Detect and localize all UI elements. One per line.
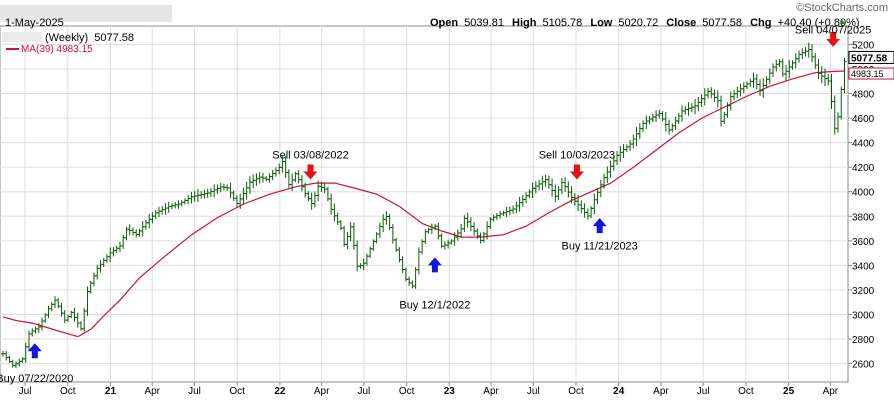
svg-text:Open 5039.81 High: Open 5039.81 High 5105.78 Low 5020.72 Cl… (430, 17, 860, 29)
header-values: Open 5039.81 High 5105.78 Low 5020.72 Cl… (430, 17, 860, 29)
x-tick-label: Apr (144, 386, 160, 397)
y-tick-label: 2800 (852, 335, 875, 346)
y-tick-label: 4800 (852, 90, 875, 101)
legend-symbol-placeholder (2, 32, 42, 42)
title-placeholder-bar (0, 5, 172, 22)
x-tick-label: 21 (105, 386, 117, 397)
y-tick-label: 3600 (852, 237, 875, 248)
buy-arrow-icon (592, 218, 607, 234)
sell-signal-label: Sell 10/03/2023 (539, 150, 615, 162)
high-value: 5105.78 (543, 17, 583, 29)
close-label: Close (666, 17, 696, 29)
last-price-label: 5077.58 (851, 53, 888, 64)
x-tick-label: Apr (653, 386, 669, 397)
svg-text:(Weekly) 5077.58: (Weekly) 5077.58 (45, 32, 134, 44)
x-tick-label: Jul (527, 386, 540, 397)
x-tick-label: Jul (697, 386, 710, 397)
buy-arrow-icon (27, 343, 42, 359)
grid (0, 26, 848, 382)
moving-average-layer (3, 70, 845, 338)
sell-signal-label: Sell 03/08/2022 (272, 150, 348, 162)
sell-arrow-icon (569, 164, 584, 180)
y-tick-label: 3400 (852, 261, 875, 272)
x-tick-label: Jul (188, 386, 201, 397)
x-tick-label: Jul (357, 386, 370, 397)
legend-period: (Weekly) (45, 32, 88, 44)
x-tick-label: Apr (823, 386, 839, 397)
y-tick-label: 3000 (852, 310, 875, 321)
low-value: 5020.72 (618, 17, 658, 29)
high-label: High (512, 17, 537, 29)
y-tick-label: 5200 (852, 40, 875, 51)
watermark: ©StockCharts.com (796, 2, 888, 14)
header-date: 1-May-2025 (5, 17, 64, 29)
last-ma-box (848, 67, 894, 80)
buy-arrow-icon (427, 257, 442, 273)
up-triangle-icon (840, 20, 845, 24)
legend-last: 5077.58 (94, 32, 134, 44)
x-tick-label: Oct (738, 386, 754, 397)
close-value: 5077.58 (702, 17, 742, 29)
ma-legend-label: MA(39) 4983.15 (21, 44, 93, 55)
price-bar (842, 57, 847, 94)
sell-arrow-icon (303, 164, 318, 180)
y-tick-label: 4000 (852, 188, 875, 199)
chg-value: +40.40 (+0.80%) (778, 17, 860, 29)
y-tick-label: 2600 (852, 360, 875, 371)
plot-area (0, 25, 849, 383)
x-tick-label: Apr (314, 386, 330, 397)
buy-signal-label: Buy 12/1/2022 (399, 299, 470, 311)
low-label: Low (590, 17, 612, 29)
y-tick-label: 4400 (852, 139, 875, 150)
x-tick-label: 23 (444, 386, 456, 397)
y-axis: 2600 2800 3000 3200 3400 3600 3800 4000 4200 4400… (848, 40, 894, 371)
y-tick-label: 4200 (852, 163, 875, 174)
price-bars-layer (1, 42, 847, 369)
sell-arrow-icon (826, 31, 841, 47)
y-tick-label: 3800 (852, 212, 875, 223)
signals-layer: Buy 07/22/2020 Sell 03/08/2022 Buy 12/1/20… (0, 24, 871, 385)
y-tick-label: 3200 (852, 286, 875, 297)
sell-signal-label: Sell 04/07/2025 (795, 24, 871, 36)
last-ma-label: 4983.15 (851, 69, 884, 79)
x-tick-label: Jul (19, 386, 32, 397)
open-value: 5039.81 (464, 17, 504, 29)
open-label: Open (430, 17, 458, 29)
legend: (Weekly) 5077.58 MA(39) 4983.15 (2, 32, 134, 55)
y-tick-label: 4600 (852, 114, 875, 125)
x-tick-label: 25 (783, 386, 795, 397)
x-tick-label: 24 (613, 386, 625, 397)
plot-frame (0, 25, 849, 383)
buy-signal-label: Buy 07/22/2020 (0, 373, 73, 385)
chg-label: Chg (750, 17, 771, 29)
x-tick-label: 22 (274, 386, 286, 397)
x-tick-label: Oct (60, 386, 76, 397)
ma-39-line (3, 70, 845, 338)
buy-signal-label: Buy 11/21/2023 (562, 240, 638, 252)
x-tick-label: Oct (229, 386, 245, 397)
x-axis: Jul Oct 21 Apr Jul Oct 22 Apr Jul Oct 23 Apr Jul Oct 2… (19, 382, 839, 397)
x-tick-label: Oct (568, 386, 584, 397)
x-tick-label: Oct (399, 386, 415, 397)
last-price-box (848, 50, 894, 64)
x-tick-label: Apr (483, 386, 499, 397)
